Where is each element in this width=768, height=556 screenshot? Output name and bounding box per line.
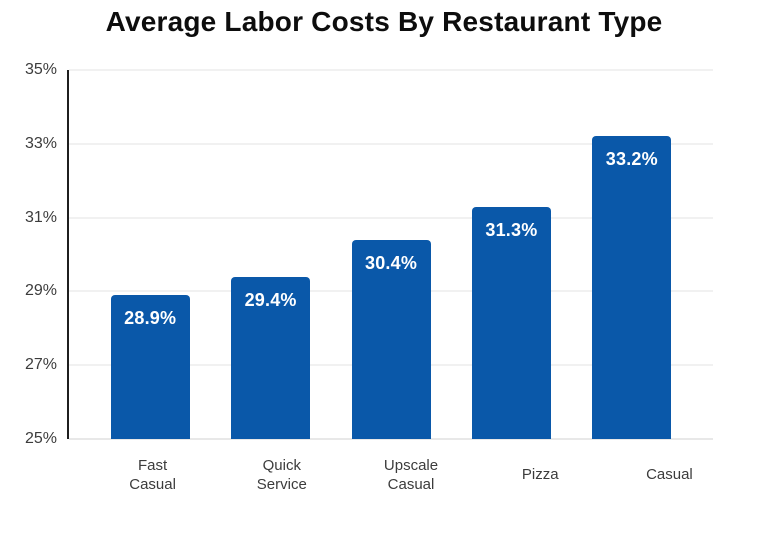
- bar-casual: 33.2%: [592, 136, 672, 439]
- y-tick-label: 27%: [24, 356, 57, 374]
- chart-title: Average Labor Costs By Restaurant Type: [105, 6, 663, 37]
- bar-upscale-casual: 30.4%: [351, 239, 431, 439]
- plot-area: 28.9% 29.4% 30.4% 31.3% 33.2%: [67, 69, 713, 440]
- y-tick-label: 29%: [24, 282, 57, 300]
- y-tick-label: 31%: [24, 208, 57, 226]
- gridline: [69, 438, 713, 440]
- bar-value-label: 28.9%: [124, 308, 177, 329]
- gridline: [69, 69, 713, 71]
- y-tick-label: 33%: [24, 134, 57, 152]
- bar-slot: 30.4%: [331, 70, 451, 439]
- gridline: [69, 217, 713, 219]
- x-axis-labels: Fast Casual Quick Service Upscale Casual Pi…: [67, 452, 755, 498]
- x-axis-label-pizza: Pizza: [521, 466, 559, 484]
- bar-pizza: 31.3%: [471, 206, 551, 439]
- bar-value-label: 29.4%: [244, 289, 297, 310]
- y-tick-label: 35%: [24, 61, 57, 78]
- bar-fast-casual: 28.9%: [110, 295, 190, 439]
- x-axis-label-quick-service: Quick Service: [256, 456, 307, 493]
- gridline: [69, 143, 713, 145]
- x-axis-label-fast-casual: Fast Casual: [129, 456, 176, 493]
- bar-slot: 31.3%: [451, 70, 571, 439]
- bar-value-label: 30.4%: [364, 252, 418, 273]
- x-axis-label-casual: Casual: [646, 466, 693, 484]
- bar-slot: 33.2%: [572, 70, 692, 439]
- bar-value-label: 33.2%: [605, 149, 658, 170]
- y-axis: 25% 27% 29% 31% 33% 35%: [0, 61, 57, 447]
- bar-value-label: 31.3%: [485, 219, 538, 240]
- y-tick-label: 25%: [24, 430, 57, 447]
- bar-slot: 29.4%: [210, 70, 330, 439]
- bars-row: 28.9% 29.4% 30.4% 31.3% 33.2%: [69, 70, 713, 439]
- bar-slot: 28.9%: [90, 70, 210, 439]
- bar-quick-service: 29.4%: [231, 276, 311, 439]
- x-axis-label-upscale-casual: Upscale Casual: [383, 456, 439, 493]
